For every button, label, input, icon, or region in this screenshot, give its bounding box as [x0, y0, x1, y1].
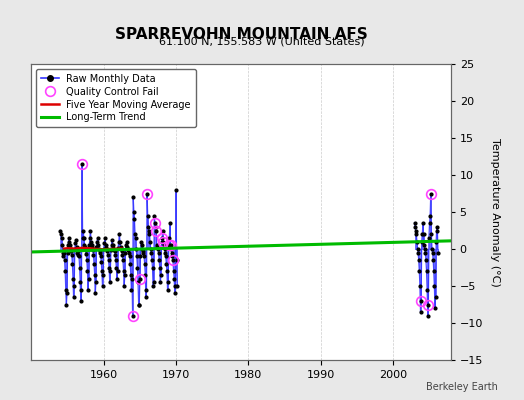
Text: 61.100 N, 155.583 W (United States): 61.100 N, 155.583 W (United States) [159, 37, 365, 47]
Text: Berkeley Earth: Berkeley Earth [426, 382, 498, 392]
Legend: Raw Monthly Data, Quality Control Fail, Five Year Moving Average, Long-Term Tren: Raw Monthly Data, Quality Control Fail, … [36, 69, 196, 127]
Y-axis label: Temperature Anomaly (°C): Temperature Anomaly (°C) [490, 138, 500, 286]
Title: SPARREVOHN MOUNTAIN AFS: SPARREVOHN MOUNTAIN AFS [115, 27, 367, 42]
